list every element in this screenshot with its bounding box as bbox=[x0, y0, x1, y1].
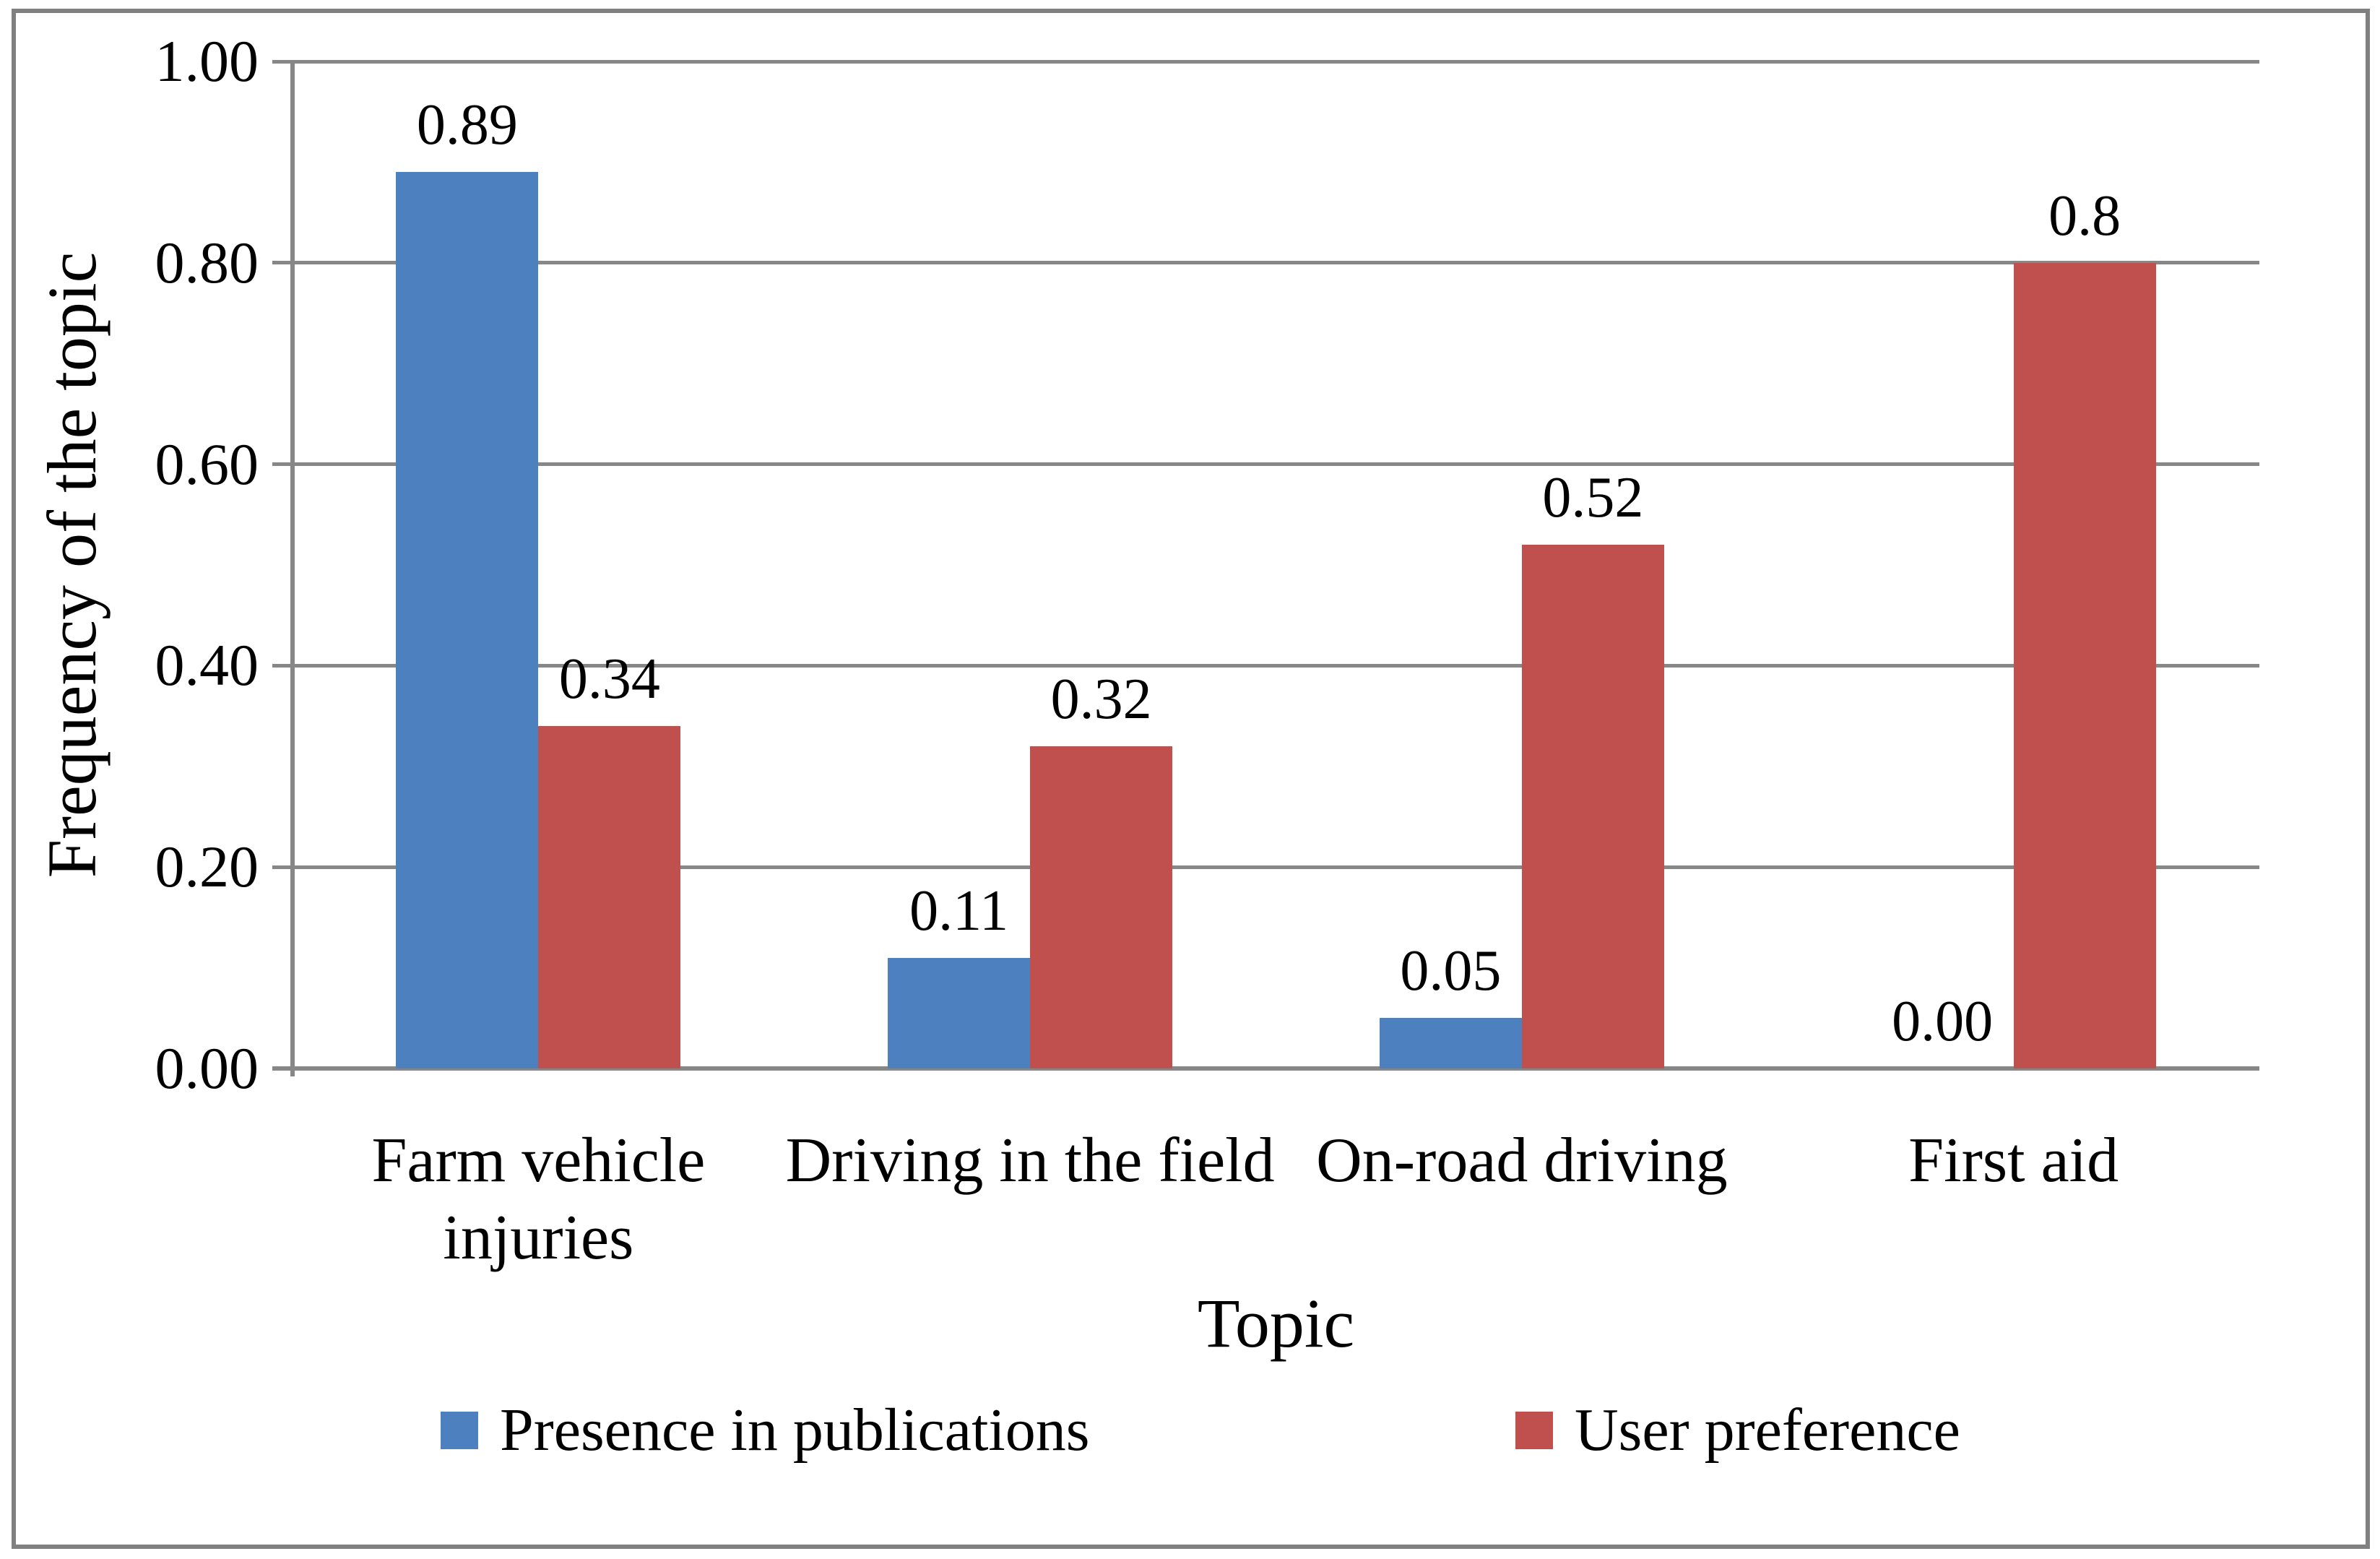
category-label-farm-vehicle-injuries: Farm vehicle injuries bbox=[371, 1126, 706, 1273]
legend-swatch-blue bbox=[441, 1412, 478, 1449]
value-label: 0.05 bbox=[1400, 939, 1502, 1003]
y-tick-label: 0.60 bbox=[155, 431, 259, 497]
y-tick-mark-0.00 bbox=[272, 1066, 293, 1071]
y-axis-title: Frequency of the topic bbox=[33, 251, 111, 878]
category-label-on-road-driving: On-road driving bbox=[1316, 1126, 1728, 1196]
legend-swatch-red bbox=[1515, 1412, 1553, 1449]
value-label: 0.89 bbox=[416, 93, 518, 157]
value-label: 0.34 bbox=[558, 647, 660, 712]
gridline-y-0.80 bbox=[293, 261, 2259, 265]
bar-presence-in-publications-1 bbox=[888, 957, 1031, 1068]
value-label: 0.8 bbox=[2048, 183, 2121, 248]
value-label: 0.32 bbox=[1050, 667, 1152, 731]
bar-presence-in-publications-2 bbox=[1379, 1018, 1522, 1068]
bar-presence-in-publications-0 bbox=[396, 172, 539, 1068]
y-tick-mark-0.40 bbox=[272, 663, 293, 668]
y-axis-line bbox=[290, 61, 295, 1076]
value-label: 0.11 bbox=[909, 878, 1009, 943]
plot-area: 0.89 0.11 0.05 0.00 0.34 0.32 0.52 0.8 bbox=[293, 59, 2259, 1068]
gridline-y-0.60 bbox=[293, 462, 2259, 467]
category-label-first-aid: First aid bbox=[1908, 1126, 2119, 1196]
legend-label: User preference bbox=[1575, 1396, 1960, 1464]
x-axis-title: Topic bbox=[1197, 1284, 1355, 1362]
y-tick-label: 0.80 bbox=[155, 229, 259, 295]
y-tick-mark-0.20 bbox=[272, 865, 293, 869]
gridline-y-0.40 bbox=[293, 663, 2259, 668]
bar-user-preference-3 bbox=[2013, 262, 2156, 1068]
x-axis-line bbox=[272, 1066, 2259, 1071]
y-tick-mark-0.60 bbox=[272, 462, 293, 467]
bar-user-preference-1 bbox=[1030, 746, 1173, 1068]
legend-label: Presence in publications bbox=[500, 1396, 1090, 1464]
gridline-y-0.20 bbox=[293, 865, 2259, 869]
y-tick-label: 1.00 bbox=[155, 28, 259, 94]
y-tick-mark-1.00 bbox=[272, 59, 293, 64]
legend-entry-presence-in-publications: Presence in publications bbox=[441, 1394, 1089, 1467]
y-tick-label: 0.40 bbox=[155, 632, 259, 699]
y-tick-mark-0.80 bbox=[272, 261, 293, 265]
gridline-y-1.00 bbox=[293, 59, 2259, 64]
chart-border-frame bbox=[12, 9, 2370, 1549]
legend-entry-user-preference: User preference bbox=[1515, 1394, 1960, 1467]
bar-user-preference-0 bbox=[538, 726, 681, 1068]
value-label: 0.52 bbox=[1542, 466, 1644, 530]
y-tick-label: 0.20 bbox=[155, 834, 259, 900]
category-label-driving-in-the-field: Driving in the field bbox=[785, 1126, 1275, 1196]
value-label: 0.00 bbox=[1892, 990, 1994, 1053]
y-tick-label: 0.00 bbox=[155, 1035, 259, 1101]
bar-user-preference-2 bbox=[1521, 545, 1664, 1068]
